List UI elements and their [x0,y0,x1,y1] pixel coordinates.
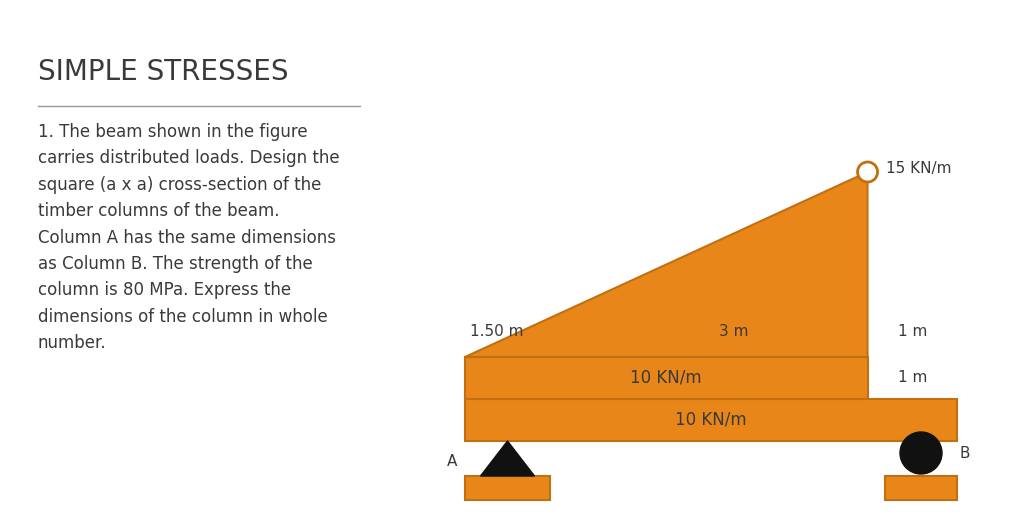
Text: 1. The beam shown in the figure
carries distributed loads. Design the
square (a : 1. The beam shown in the figure carries … [38,123,339,352]
Text: A: A [447,455,457,469]
Text: 10 KN/m: 10 KN/m [676,411,747,429]
Bar [885,476,957,500]
Text: 10 KN/m: 10 KN/m [630,369,702,387]
Text: 1 m: 1 m [898,324,927,339]
Circle shape [900,432,942,474]
Text: 15 KN/m: 15 KN/m [885,161,951,175]
Text: SIMPLE STRESSES: SIMPLE STRESSES [38,58,289,86]
Text: 1 m: 1 m [898,371,927,385]
Bar [465,357,867,399]
Bar [465,476,550,500]
Text: B: B [960,446,970,460]
Circle shape [858,162,877,182]
Bar [465,399,957,441]
Text: 3 m: 3 m [718,324,749,339]
Polygon shape [465,172,867,357]
Polygon shape [480,441,535,476]
Text: 1.50 m: 1.50 m [470,324,524,339]
